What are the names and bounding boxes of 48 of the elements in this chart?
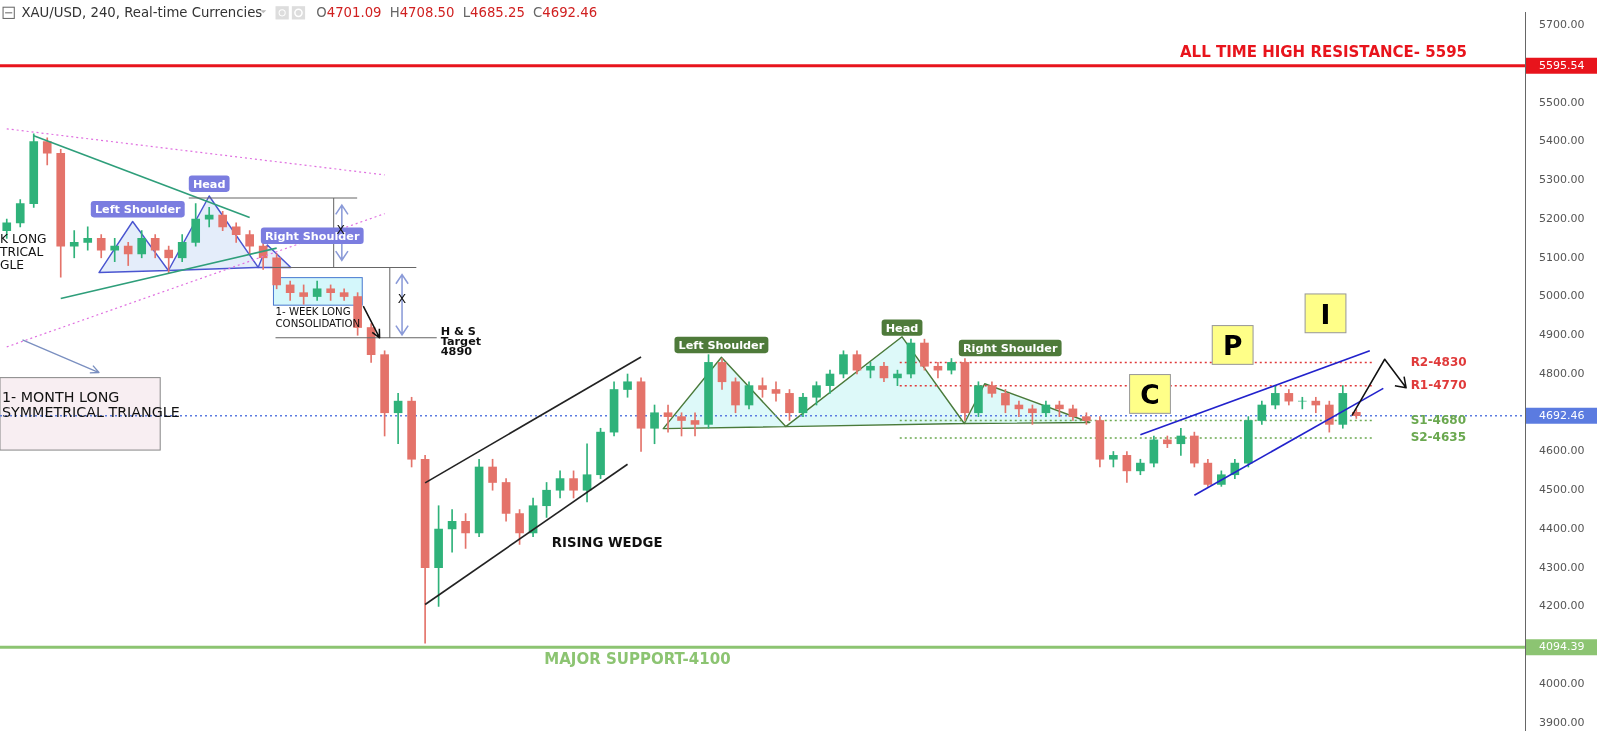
candlestick (663, 404, 673, 433)
candlestick (69, 230, 79, 259)
y-tick-label: 5000.00 (1539, 289, 1585, 303)
y-tick-label: 5500.00 (1539, 95, 1585, 109)
annotation: Right Shoulder (962, 342, 1058, 356)
y-tick-label: 4900.00 (1539, 328, 1585, 342)
annotation: X (397, 292, 407, 307)
y-tick-label: 3900.00 (1539, 715, 1585, 729)
candlestick (690, 412, 700, 437)
annotation: Head (192, 177, 226, 191)
chart-title: XAU/USD, 240, Real-time Currencies (21, 5, 263, 21)
y-tick-label: 5595.54 (1539, 58, 1585, 72)
y-tick-label: 4500.00 (1539, 483, 1585, 497)
y-tick-label: 5300.00 (1539, 173, 1585, 187)
candlestick (393, 393, 403, 445)
y-tick-label: 4300.00 (1539, 560, 1585, 574)
candlestick (771, 381, 781, 402)
annotation: 1- MONTH LONG SYMMETRICAL TRIANGLE (2, 389, 180, 421)
candlestick (110, 238, 120, 263)
annotation: Head (885, 321, 919, 335)
y-tick-label: 4200.00 (1539, 599, 1585, 613)
y-tick-label: 4400.00 (1539, 521, 1585, 535)
annotation: Left Shoulder (94, 203, 182, 217)
ref-line-label: S1-4680 (1410, 412, 1466, 427)
y-tick-label: 5400.00 (1539, 134, 1585, 148)
annotation: I (1320, 298, 1331, 330)
annotation: H & S Target 4890 (440, 324, 482, 359)
ref-line-label: S2-4635 (1410, 430, 1466, 445)
candlestick (204, 207, 214, 228)
y-tick-label: 4800.00 (1539, 366, 1585, 380)
y-tick-label: 5100.00 (1539, 250, 1585, 264)
ref-line-label: ALL TIME HIGH RESISTANCE- 5595 (1180, 42, 1468, 61)
annotation: C (1140, 379, 1160, 411)
y-tick-label: 4000.00 (1539, 676, 1585, 690)
annotation: Left Shoulder (678, 339, 765, 353)
annotation: P (1222, 330, 1243, 362)
y-tick-label: 5700.00 (1539, 18, 1585, 32)
chart-subtitle: O4701.09 H4708.50 L4685.25 C4692.46 (316, 5, 598, 21)
annotation: K LONG TRICAL GLE (0, 231, 47, 273)
ref-line-label: R2-4830 (1410, 354, 1467, 369)
y-tick-label: 4692.46 (1539, 408, 1585, 422)
ref-line-label: MAJOR SUPPORT-4100 (544, 650, 731, 669)
ref-line-label: R1-4770 (1410, 377, 1467, 392)
annotation: RISING WEDGE (551, 535, 663, 551)
candlestick (83, 226, 93, 251)
y-tick-label: 5200.00 (1539, 211, 1585, 225)
y-tick-label: 4600.00 (1539, 444, 1585, 458)
y-tick-label: 4094.39 (1539, 640, 1585, 654)
